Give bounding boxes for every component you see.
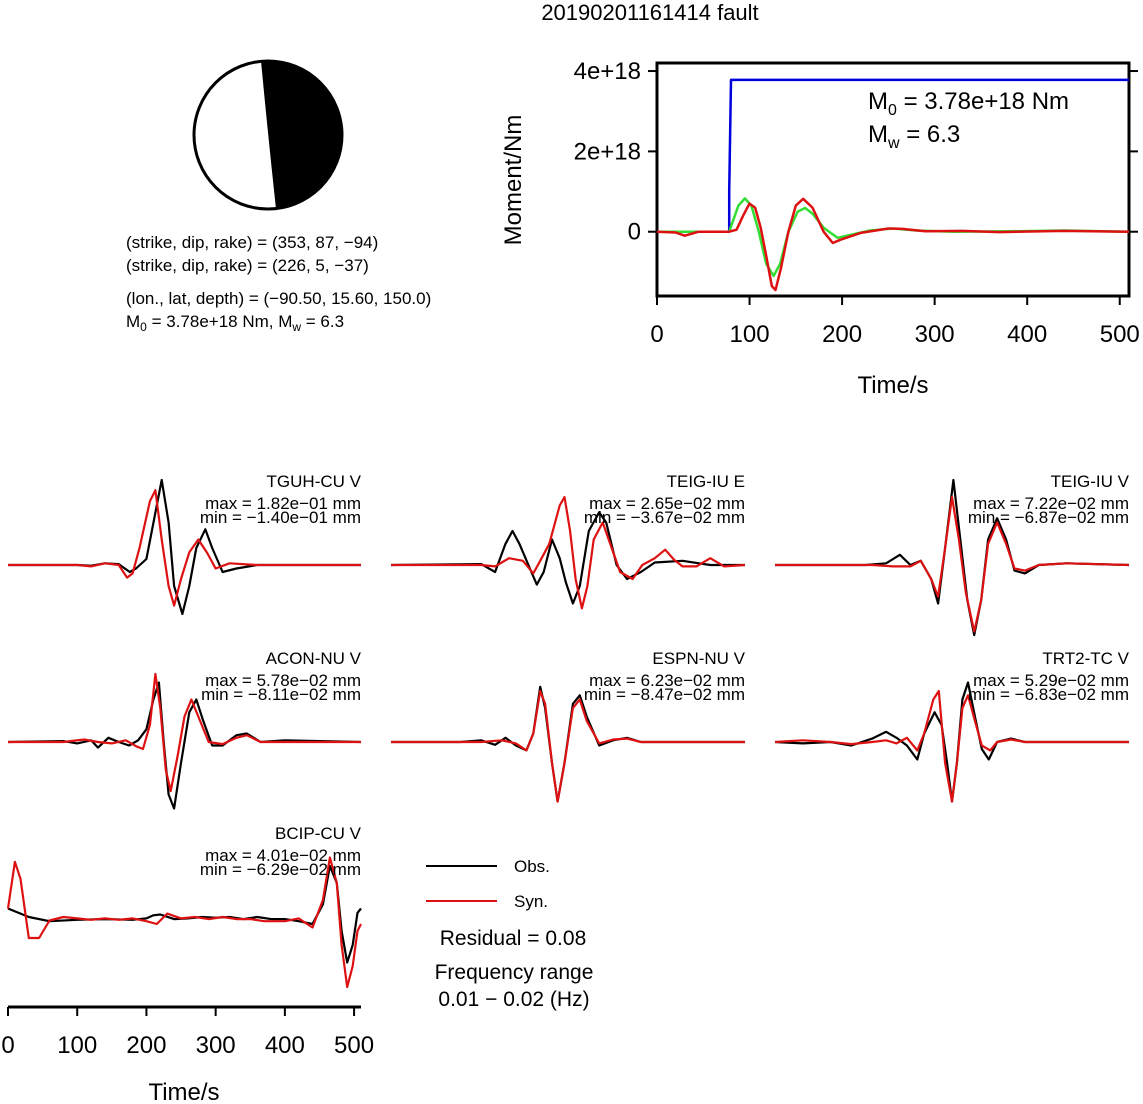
waveform-xtick-label: 100 [57, 1032, 97, 1059]
moment-xtick-label: 300 [915, 321, 955, 348]
residual-text: Residual = 0.08 [440, 927, 587, 950]
mechanism-plane2: (strike, dip, rake) = (226, 5, −37) [126, 256, 369, 275]
moment-axis-ticks: 0 100 200 300 400 500 0 2e+18 4e+18 [574, 58, 1140, 348]
station-label: TEIG-IU E [667, 472, 745, 491]
frequency-range-value: 0.01 − 0.02 (Hz) [438, 988, 589, 1011]
station-label: BCIP-CU V [275, 824, 362, 843]
synthetic-trace [6, 856, 362, 989]
waveform-time-axis: Time/s 0 100 200 300 400 500 [1, 1005, 374, 1104]
moment-xtick-label: 500 [1100, 321, 1140, 348]
station-label: ESPN-NU V [652, 649, 745, 668]
synthetic-trace [775, 495, 1130, 633]
max-amplitude-label: max = 7.22e−02 mm [973, 494, 1129, 513]
legend: Obs. Syn. Residual = 0.08 Frequency rang… [426, 857, 593, 1011]
waveform-xtick-label: 500 [334, 1032, 374, 1059]
min-amplitude-label: min = −3.67e−02 mm [584, 508, 745, 527]
beachball [192, 59, 344, 211]
moment-xtick-label: 200 [822, 321, 862, 348]
station-label: TEIG-IU V [1051, 472, 1130, 491]
moment-plot: 0 100 200 300 400 500 0 2e+18 4e+18 Moment/Nm Ti… [500, 58, 1140, 399]
waveform-xlabel: Time/s [148, 1079, 219, 1104]
station-label: ACON-NU V [266, 649, 362, 668]
moment-xlabel: Time/s [857, 372, 928, 399]
max-amplitude-label: max = 6.23e−02 mm [589, 671, 745, 690]
mechanism-plane1: (strike, dip, rake) = (353, 87, −94) [126, 233, 378, 252]
max-amplitude-label: max = 5.29e−02 mm [973, 671, 1129, 690]
moment-xtick-label: 100 [730, 321, 770, 348]
beachball-compressional [261, 60, 343, 209]
synthetic-trace [391, 495, 746, 610]
min-amplitude-label: min = −6.87e−02 mm [968, 508, 1129, 527]
moment-mw-annotation: Mw = 6.3 [868, 121, 960, 152]
moment-xtick-label: 0 [650, 321, 663, 348]
observed-trace [7, 864, 362, 964]
max-amplitude-label: max = 1.82e−01 mm [205, 494, 361, 513]
min-amplitude-label: min = −8.11e−02 mm [201, 685, 361, 704]
moment-series-2 [656, 197, 1130, 292]
synthetic-trace [8, 672, 361, 793]
min-amplitude-label: min = −8.47e−02 mm [584, 685, 745, 704]
moment-ytick-label: 0 [628, 219, 641, 246]
moment-m0-annotation: M0 = 3.78e+18 Nm [868, 88, 1069, 119]
moment-ylabel: Moment/Nm [500, 115, 527, 246]
station-label: TGUH-CU V [267, 472, 362, 491]
max-amplitude-label: max = 4.01e−02 mm [205, 846, 361, 865]
min-amplitude-label: min = −1.40e−01 mm [200, 508, 361, 527]
moment-xtick-label: 400 [1007, 321, 1047, 348]
min-amplitude-label: min = −6.29e−02 mm [200, 860, 361, 879]
waveform-xtick-label: 200 [126, 1032, 166, 1059]
figure-title: 20190201161414 fault [541, 0, 758, 25]
station-label: TRT2-TC V [1042, 649, 1129, 668]
synthetic-trace [774, 689, 1129, 803]
waveform-xtick-label: 0 [1, 1032, 14, 1059]
min-amplitude-label: min = −6.83e−02 mm [968, 685, 1129, 704]
moment-series-group [656, 78, 1130, 292]
moment-ytick-label: 4e+18 [574, 58, 641, 85]
mechanism-location: (lon., lat, depth) = (−90.50, 15.60, 150… [126, 289, 431, 308]
legend-syn-label: Syn. [514, 892, 548, 911]
moment-plot-frame [655, 61, 1131, 298]
waveform-xtick-label: 300 [196, 1032, 236, 1059]
moment-series-1 [657, 197, 1130, 278]
max-amplitude-label: max = 5.78e−02 mm [205, 671, 361, 690]
waveform-xtick-label: 400 [265, 1032, 305, 1059]
synthetic-trace [391, 689, 745, 803]
moment-ytick-label: 2e+18 [574, 138, 641, 165]
mechanism-moment: M0 = 3.78e+18 Nm, Mw = 6.3 [126, 312, 344, 334]
max-amplitude-label: max = 2.65e−02 mm [589, 494, 745, 513]
frequency-range-label: Frequency range [435, 961, 594, 984]
synthetic-trace [8, 489, 361, 607]
legend-obs-label: Obs. [514, 857, 550, 876]
observed-trace [390, 511, 745, 605]
